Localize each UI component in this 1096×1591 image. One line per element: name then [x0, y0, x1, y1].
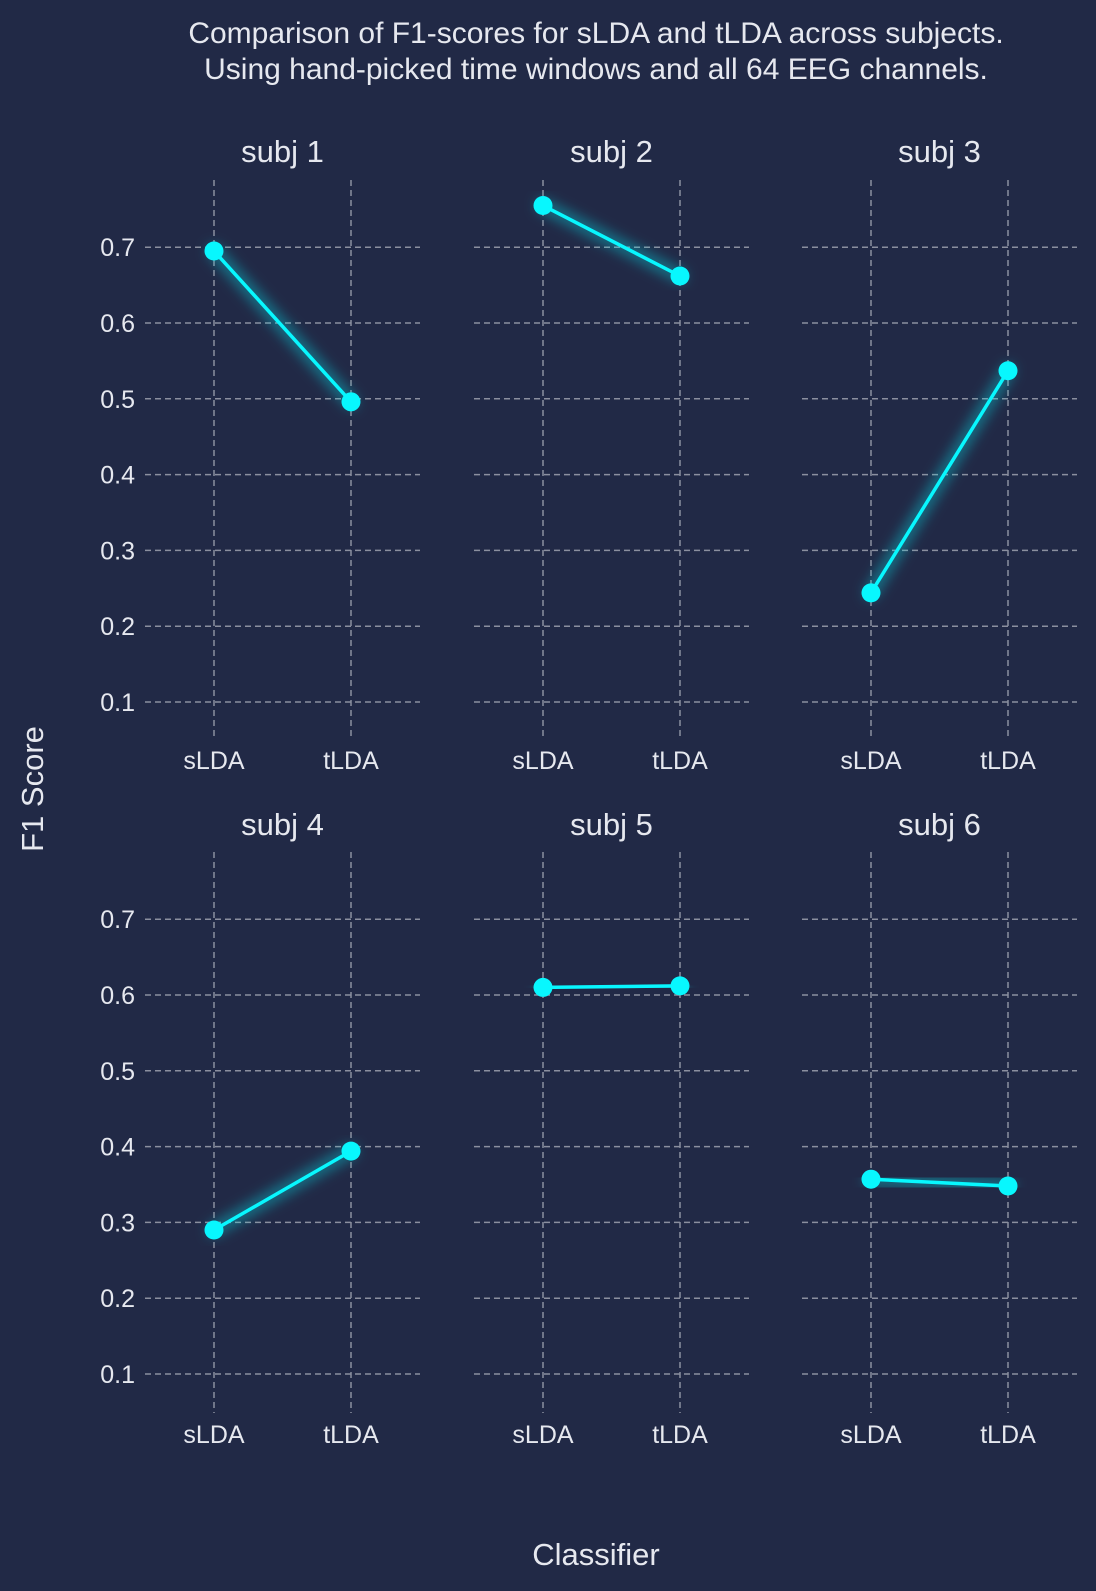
series-line	[869, 1177, 1010, 1188]
series-line	[869, 369, 1010, 595]
y-tick-label: 0.2	[100, 613, 135, 641]
panel-title: subj 4	[241, 807, 324, 842]
y-tick-label: 0.7	[100, 906, 135, 934]
y-tick-label: 0.4	[100, 462, 135, 490]
y-axis-label: F1 Score	[15, 726, 50, 852]
y-tick-label: 0.2	[100, 1285, 135, 1313]
series-line	[212, 1149, 353, 1232]
data-point-slda	[533, 977, 553, 997]
y-tick-label: 0.5	[100, 1058, 135, 1086]
x-tick-label: tLDA	[323, 747, 379, 775]
panel-subj-6: subj 6 sLDA tLDA	[802, 807, 1077, 1449]
y-tick-label: 0.1	[100, 1361, 135, 1389]
panel-subj-3: subj 3 sLDA tLDA	[802, 134, 1077, 775]
x-tick-label: tLDA	[323, 1421, 379, 1449]
chart-subtitle: Using hand-picked time windows and all 6…	[204, 53, 988, 86]
data-point-slda	[861, 583, 881, 603]
x-tick-label: sLDA	[183, 747, 244, 775]
panel-title: subj 1	[241, 134, 324, 169]
panel-subj-5: subj 5 sLDA tLDA	[474, 807, 749, 1449]
y-tick-label: 0.3	[100, 1209, 135, 1237]
chart-title: Comparison of F1-scores for sLDA and tLD…	[188, 17, 1003, 50]
y-tick-label: 0.6	[100, 982, 135, 1010]
data-point-tlda	[998, 361, 1018, 381]
panel-title: subj 3	[898, 134, 981, 169]
data-point-tlda	[670, 976, 690, 996]
x-tick-label: tLDA	[652, 747, 708, 775]
panel-title: subj 6	[898, 807, 981, 842]
x-tick-label: sLDA	[840, 1421, 901, 1449]
panel-subj-2: subj 2 sLDA tLDA	[474, 134, 749, 775]
data-point-slda	[204, 1220, 224, 1240]
panel-subj-4: subj 4 0.1 0.2 0.3 0.4 0.5 0.6 0.7 sLDA tLDA	[100, 807, 420, 1449]
series-line	[541, 203, 682, 278]
x-axis-label: Classifier	[532, 1537, 659, 1572]
y-tick-label: 0.4	[100, 1134, 135, 1162]
panel-title: subj 5	[570, 807, 653, 842]
series-line	[541, 984, 682, 990]
x-tick-label: sLDA	[840, 747, 901, 775]
y-tick-label: 0.7	[100, 234, 135, 262]
x-tick-label: tLDA	[980, 1421, 1036, 1449]
x-tick-label: sLDA	[512, 1421, 573, 1449]
data-point-tlda	[670, 266, 690, 286]
y-tick-label: 0.1	[100, 689, 135, 717]
panel-subj-1: subj 1 0.1 0.2 0.3 0.4 0.5 0.6 0.7 sLDA tLDA	[100, 134, 420, 775]
data-point-tlda	[341, 1141, 361, 1161]
x-tick-label: sLDA	[183, 1421, 244, 1449]
data-point-slda	[533, 196, 553, 216]
series-line	[212, 249, 353, 404]
y-tick-label: 0.3	[100, 537, 135, 565]
x-tick-label: sLDA	[512, 747, 573, 775]
x-tick-label: tLDA	[652, 1421, 708, 1449]
data-point-slda	[861, 1169, 881, 1189]
data-point-tlda	[998, 1176, 1018, 1196]
panel-title: subj 2	[570, 134, 653, 169]
y-tick-label: 0.5	[100, 386, 135, 414]
x-tick-label: tLDA	[980, 747, 1036, 775]
data-point-tlda	[341, 392, 361, 412]
y-tick-label: 0.6	[100, 310, 135, 338]
data-point-slda	[204, 241, 224, 261]
